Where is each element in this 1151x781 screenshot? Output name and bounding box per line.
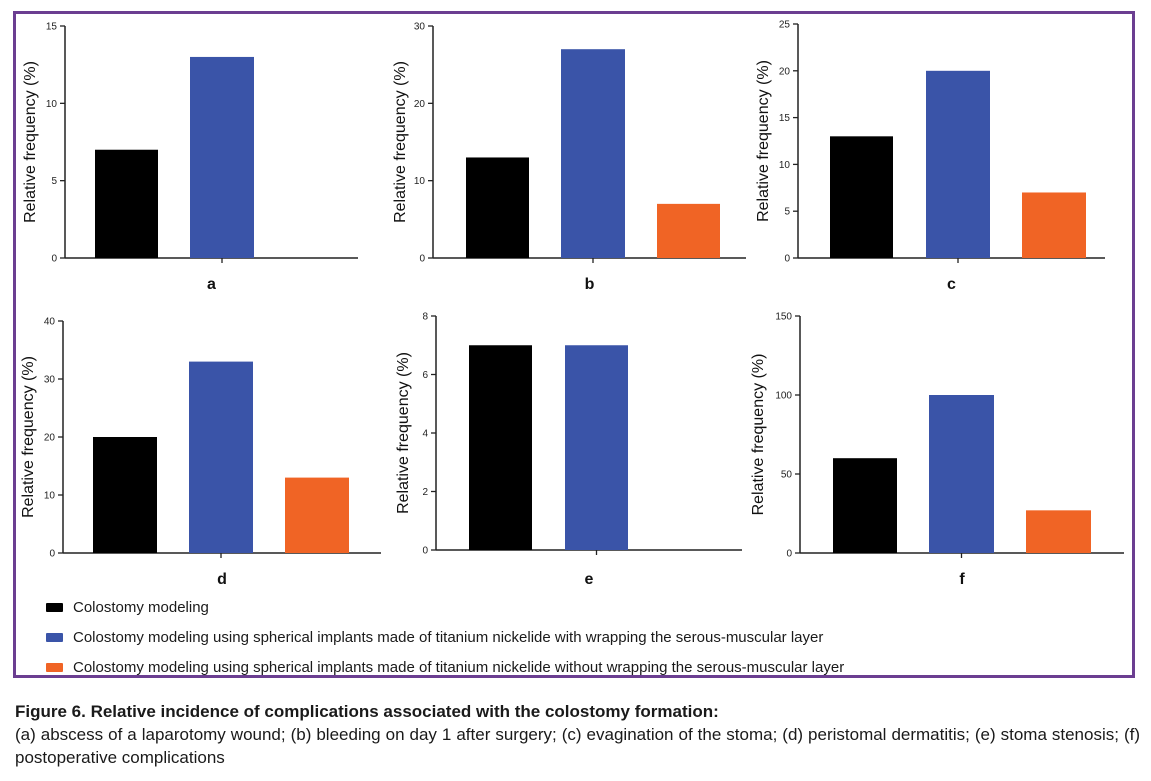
y-tick-label-d: 20 bbox=[44, 433, 56, 444]
y-tick-label-c: 5 bbox=[784, 207, 790, 218]
bar-a-colostomy bbox=[95, 149, 158, 258]
legend-swatch-colostomy bbox=[46, 602, 63, 612]
bar-e-with-wrap bbox=[565, 345, 628, 550]
y-tick-label-c: 25 bbox=[779, 20, 791, 31]
legend-item-without-wrap: Colostomy modeling using spherical impla… bbox=[46, 652, 844, 682]
y-tick-label-d: 30 bbox=[44, 375, 56, 386]
bar-b-without-wrap bbox=[657, 203, 720, 258]
caption-body: (a) abscess of a laparotomy wound; (b) b… bbox=[15, 725, 1140, 767]
figure-frame bbox=[13, 11, 1135, 678]
y-tick-label-e: 8 bbox=[422, 312, 428, 323]
y-tick-label-a: 0 bbox=[51, 254, 57, 265]
y-tick-label-c: 20 bbox=[779, 66, 791, 77]
bar-e-colostomy bbox=[469, 345, 532, 550]
y-tick-label-b: 10 bbox=[414, 176, 426, 187]
bar-b-colostomy bbox=[466, 157, 529, 258]
legend-label-colostomy: Colostomy modeling bbox=[73, 598, 209, 616]
bar-f-colostomy bbox=[833, 458, 897, 553]
panel-label-c: c bbox=[947, 276, 956, 293]
y-axis-label-b: Relative frequency (%) bbox=[392, 61, 409, 223]
bar-a-with-wrap bbox=[190, 56, 254, 258]
bar-f-without-wrap bbox=[1026, 510, 1091, 553]
panel-label-f: f bbox=[959, 571, 965, 588]
legend: Colostomy modeling Colostomy modeling us… bbox=[46, 592, 844, 682]
y-tick-label-f: 100 bbox=[775, 391, 792, 402]
y-axis-label-f: Relative frequency (%) bbox=[750, 354, 767, 516]
bar-d-colostomy bbox=[93, 437, 157, 553]
y-axis-label-e: Relative frequency (%) bbox=[395, 352, 412, 514]
y-tick-label-e: 6 bbox=[422, 370, 428, 381]
legend-swatch-without-wrap bbox=[46, 662, 63, 672]
panel-label-e: e bbox=[585, 571, 594, 588]
y-tick-label-c: 0 bbox=[784, 254, 790, 265]
bar-f-with-wrap bbox=[929, 395, 994, 553]
y-tick-label-d: 40 bbox=[44, 317, 56, 328]
y-tick-label-c: 15 bbox=[779, 113, 791, 124]
y-tick-label-d: 0 bbox=[49, 549, 55, 560]
bar-d-with-wrap bbox=[189, 361, 253, 553]
y-tick-label-f: 50 bbox=[781, 470, 793, 481]
y-tick-label-a: 5 bbox=[51, 176, 57, 187]
y-tick-label-e: 2 bbox=[422, 487, 428, 498]
figure-caption: Figure 6. Relative incidence of complica… bbox=[15, 700, 1140, 769]
y-tick-label-a: 10 bbox=[46, 99, 58, 110]
y-axis-label-c: Relative frequency (%) bbox=[755, 60, 772, 222]
y-tick-label-f: 0 bbox=[786, 549, 792, 560]
panel-label-b: b bbox=[585, 276, 595, 293]
bar-c-colostomy bbox=[830, 136, 893, 258]
y-tick-label-c: 10 bbox=[779, 160, 791, 171]
panel-label-a: a bbox=[207, 276, 216, 293]
y-axis-label-a: Relative frequency (%) bbox=[22, 61, 39, 223]
legend-item-colostomy: Colostomy modeling bbox=[46, 592, 844, 622]
caption-title: Figure 6. Relative incidence of complica… bbox=[15, 702, 719, 721]
y-tick-label-b: 20 bbox=[414, 99, 426, 110]
y-tick-label-b: 30 bbox=[414, 22, 426, 33]
bar-c-without-wrap bbox=[1022, 192, 1086, 258]
y-axis-label-d: Relative frequency (%) bbox=[20, 356, 37, 518]
bar-c-with-wrap bbox=[926, 70, 990, 258]
legend-swatch-with-wrap bbox=[46, 632, 63, 642]
y-tick-label-e: 4 bbox=[422, 429, 428, 440]
y-tick-label-a: 15 bbox=[46, 22, 58, 33]
bar-d-without-wrap bbox=[285, 477, 349, 553]
legend-label-with-wrap: Colostomy modeling using spherical impla… bbox=[73, 628, 824, 646]
y-tick-label-e: 0 bbox=[422, 546, 428, 557]
legend-label-without-wrap: Colostomy modeling using spherical impla… bbox=[73, 658, 845, 676]
y-tick-label-b: 0 bbox=[419, 254, 425, 265]
y-tick-label-f: 150 bbox=[775, 312, 792, 323]
bar-b-with-wrap bbox=[561, 49, 625, 259]
panel-label-d: d bbox=[217, 571, 227, 588]
legend-item-with-wrap: Colostomy modeling using spherical impla… bbox=[46, 622, 844, 652]
y-tick-label-d: 10 bbox=[44, 491, 56, 502]
